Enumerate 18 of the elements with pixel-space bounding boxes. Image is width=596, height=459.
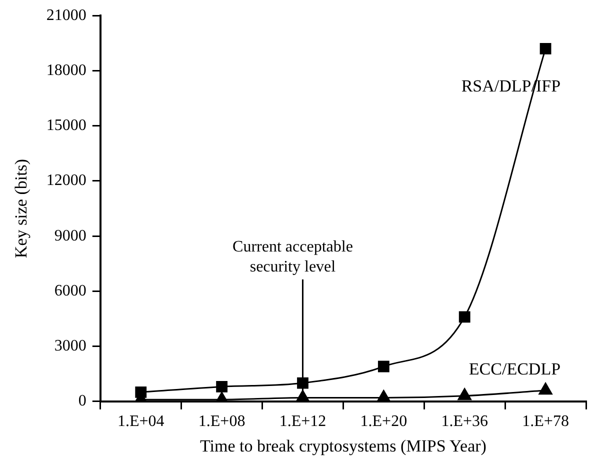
- y-axis-title: Key size (bits): [12, 158, 31, 258]
- x-tick-label: 1.E+04: [117, 413, 164, 430]
- x-tick-label: 1.E+36: [441, 413, 488, 430]
- y-tick-label: 12000: [46, 172, 86, 190]
- series-label: ECC/ECDLP: [468, 359, 561, 378]
- x-axis-title: Time to break cryptosystems (MIPS Year): [200, 436, 486, 456]
- x-tick-label: 1.E+12: [279, 413, 326, 430]
- x-tick-label: 1.E+08: [198, 413, 246, 430]
- y-tick-label: 15000: [46, 117, 86, 134]
- x-tick-label: 1.E+78: [522, 413, 569, 430]
- y-tick-label: 21000: [46, 6, 86, 24]
- y-tick-label: 6000: [54, 282, 86, 300]
- x-tick-label: 1.E+20: [360, 413, 408, 430]
- y-tick-label: 3000: [54, 337, 86, 354]
- annotation: Current acceptable security level: [232, 238, 353, 276]
- y-tick-label: 18000: [46, 62, 86, 79]
- y-tick-label: 9000: [54, 227, 86, 244]
- y-tick-label: 0: [78, 392, 86, 410]
